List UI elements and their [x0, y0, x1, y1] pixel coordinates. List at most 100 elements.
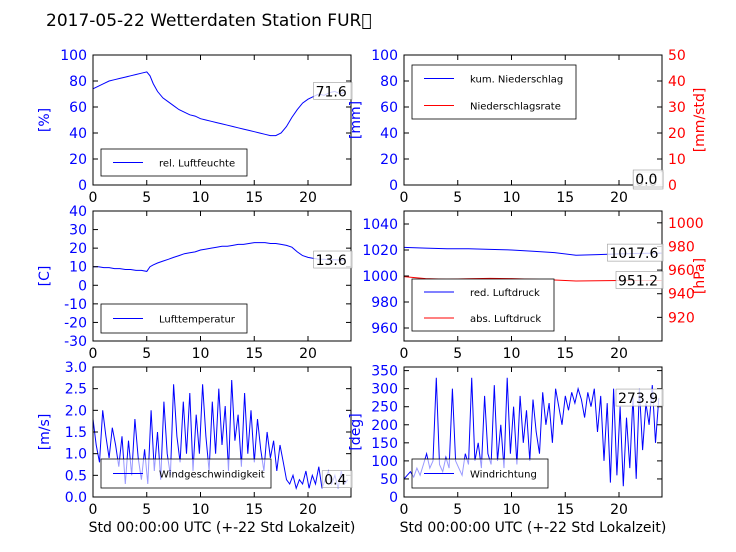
x-tick-label: 5: [142, 346, 151, 362]
y-tick-label: 80: [69, 74, 87, 90]
x-tick-label: 15: [556, 346, 574, 362]
winddir-last-value: 273.9: [615, 388, 664, 407]
y-tick-label: 0: [389, 178, 398, 194]
panel-humidity-frame: [92, 54, 352, 186]
winddir-legend-label: Windrichtung: [470, 470, 537, 481]
pressure-legend-label-2: abs. Luftdruck: [470, 314, 541, 325]
precip-last-value-text-2: 0.0: [635, 172, 657, 188]
x-tick-label: 0: [400, 190, 409, 206]
y-tick-label: 50: [380, 472, 398, 488]
y-right-tick-label: 0: [668, 178, 677, 194]
precip-legend-label-1: kum. Niederschlag: [470, 75, 563, 86]
y-tick-label: 0: [78, 278, 87, 294]
windspeed-ylabel: [m/s]: [37, 414, 53, 451]
y-tick-label: 30: [69, 223, 87, 239]
humidity-ylabel: [%]: [37, 108, 53, 132]
y-right-tick-label: 40: [668, 74, 686, 90]
x-tick-label: 0: [89, 502, 98, 518]
x-tick-label: 10: [192, 502, 210, 518]
panel-precipitation: 0 5 10 15 20 0 20 40 60 80 100 0 10 20 30 40 50 [mm] [mm…: [348, 48, 708, 206]
x-tick-label: 15: [556, 190, 574, 206]
pressure-legend-label-1: red. Luftdruck: [470, 288, 540, 299]
x-tick-label: 5: [453, 502, 462, 518]
panel-temperature-series-1: [93, 242, 346, 272]
x-tick-label: 0: [400, 346, 409, 362]
y-tick-label: 2.0: [65, 403, 87, 419]
y-tick-label: 0: [78, 178, 87, 194]
y-tick-label: 20: [380, 152, 398, 168]
x-tick-label: 20: [610, 190, 628, 206]
x-tick-label: 15: [245, 346, 263, 362]
x-tick-label: 20: [299, 190, 317, 206]
y-right-tick-label: 920: [668, 310, 695, 326]
x-tick-label: 15: [556, 502, 574, 518]
windspeed-last-value-text: 0.4: [324, 473, 346, 489]
y-tick-label: 100: [371, 48, 398, 64]
y-tick-label: 40: [69, 204, 87, 220]
x-tick-label: 0: [400, 502, 409, 518]
x-tick-label: 10: [503, 502, 521, 518]
pressure-last-value-2: 951.2: [615, 271, 664, 289]
pressure-last-value-box-2: [615, 271, 664, 289]
temp-last-value-text: 13.6: [316, 253, 347, 269]
panel-wind-speed: 0 5 10 15 20 0.0 0.5 1.0 1.5 2.0 2.5 3.0 [m/s] Wind…: [37, 360, 355, 536]
precip-last-value-box-2: [632, 169, 664, 188]
y-tick-label: 0.5: [65, 468, 87, 484]
y-right-tick-label: 980: [668, 239, 695, 255]
y-right-tick-label: 10: [668, 152, 686, 168]
x-tick-label: 10: [192, 190, 210, 206]
x-tick-label: 5: [453, 190, 462, 206]
y-tick-label: -20: [64, 315, 87, 331]
winddir-legend: Windrichtung: [411, 458, 549, 489]
pressure-last-value-text-2: 951.2: [618, 273, 658, 289]
temp-last-value-box: [313, 250, 353, 269]
y-tick-label: 1040: [362, 217, 398, 233]
humidity-last-value-box: [313, 82, 353, 100]
humidity-last-value: 71.6: [313, 82, 353, 100]
pressure-legend-box: [411, 278, 555, 332]
x-tick-label: 15: [245, 502, 263, 518]
x-tick-label: 0: [89, 346, 98, 362]
x-tick-label: 5: [142, 502, 151, 518]
y-tick-label: 20: [69, 241, 87, 257]
y-right-tick-label: 50: [668, 48, 686, 64]
x-tick-label: 20: [299, 502, 317, 518]
y-tick-label: 150: [371, 436, 398, 452]
y-tick-label: 100: [371, 454, 398, 470]
y-tick-label: 0: [389, 490, 398, 506]
y-tick-label: 3.0: [65, 360, 87, 376]
x-tick-label: 10: [192, 346, 210, 362]
x-tick-label: 10: [503, 346, 521, 362]
pressure-last-value-text: 1017.6: [609, 246, 658, 262]
windspeed-xlabel: Std 00:00:00 UTC (+-22 Std Lokalzeit): [89, 520, 356, 536]
panel-precipitation-frame: [403, 54, 663, 186]
panel-pressure: 0 5 10 15 20 960 980 1000 1020 1040 920 940 960 980 10…: [362, 210, 708, 362]
y-tick-label: 980: [371, 295, 398, 311]
humidity-legend-label: rel. Luftfeuchte: [159, 159, 235, 170]
y-tick-label: 2.5: [65, 382, 87, 398]
figure-title: 2017-05-22 Wetterdaten Station FUR : [46, 11, 372, 31]
y-tick-label: 1020: [362, 243, 398, 259]
panel-wind-speed-series-1: [92, 379, 349, 490]
y-tick-label: 40: [69, 126, 87, 142]
y-tick-label: -10: [64, 297, 87, 313]
windspeed-last-value-box: [321, 470, 353, 488]
x-tick-label: 5: [142, 190, 151, 206]
windspeed-legend: Windgeschwindigkeit: [100, 458, 272, 489]
x-tick-label: 20: [299, 346, 317, 362]
y-tick-label: 1.5: [65, 425, 87, 441]
pressure-ylabel-right: [hPa]: [692, 258, 708, 294]
panel-humidity-series-1: [92, 71, 346, 137]
temp-last-value: 13.6: [313, 250, 353, 269]
precip-last-value-2: 0.0: [632, 169, 664, 188]
winddir-last-value-text: 273.9: [618, 391, 658, 407]
y-right-tick-label: 20: [668, 126, 686, 142]
y-tick-label: 250: [371, 400, 398, 416]
y-tick-label: 10: [69, 260, 87, 276]
y-tick-label: 200: [371, 418, 398, 434]
y-right-tick-label: 1000: [668, 216, 704, 232]
temp-legend-label: Lufttemperatur: [159, 315, 236, 326]
y-tick-label: 300: [371, 382, 398, 398]
